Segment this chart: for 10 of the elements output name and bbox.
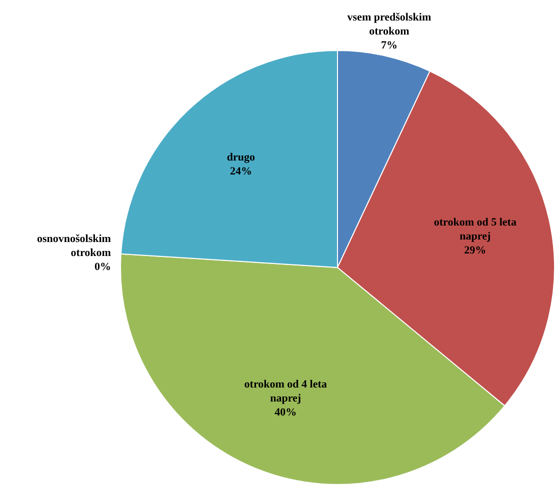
slice-label: vsem predšolskim otrokom bbox=[347, 12, 432, 38]
slice-label: otrokom od 5 leta naprej bbox=[434, 216, 517, 243]
data-label: 7% bbox=[380, 40, 398, 52]
slice-label: drugo bbox=[226, 152, 256, 164]
data-label: 29% bbox=[464, 244, 486, 257]
data-label: 40% bbox=[274, 406, 297, 418]
data-label: 24% bbox=[230, 166, 252, 178]
text: 0% bbox=[94, 261, 111, 274]
category-label: osnovnošolskim otrokom bbox=[36, 233, 111, 260]
slice-label: otrokom od 4 leta naprej bbox=[244, 378, 328, 404]
